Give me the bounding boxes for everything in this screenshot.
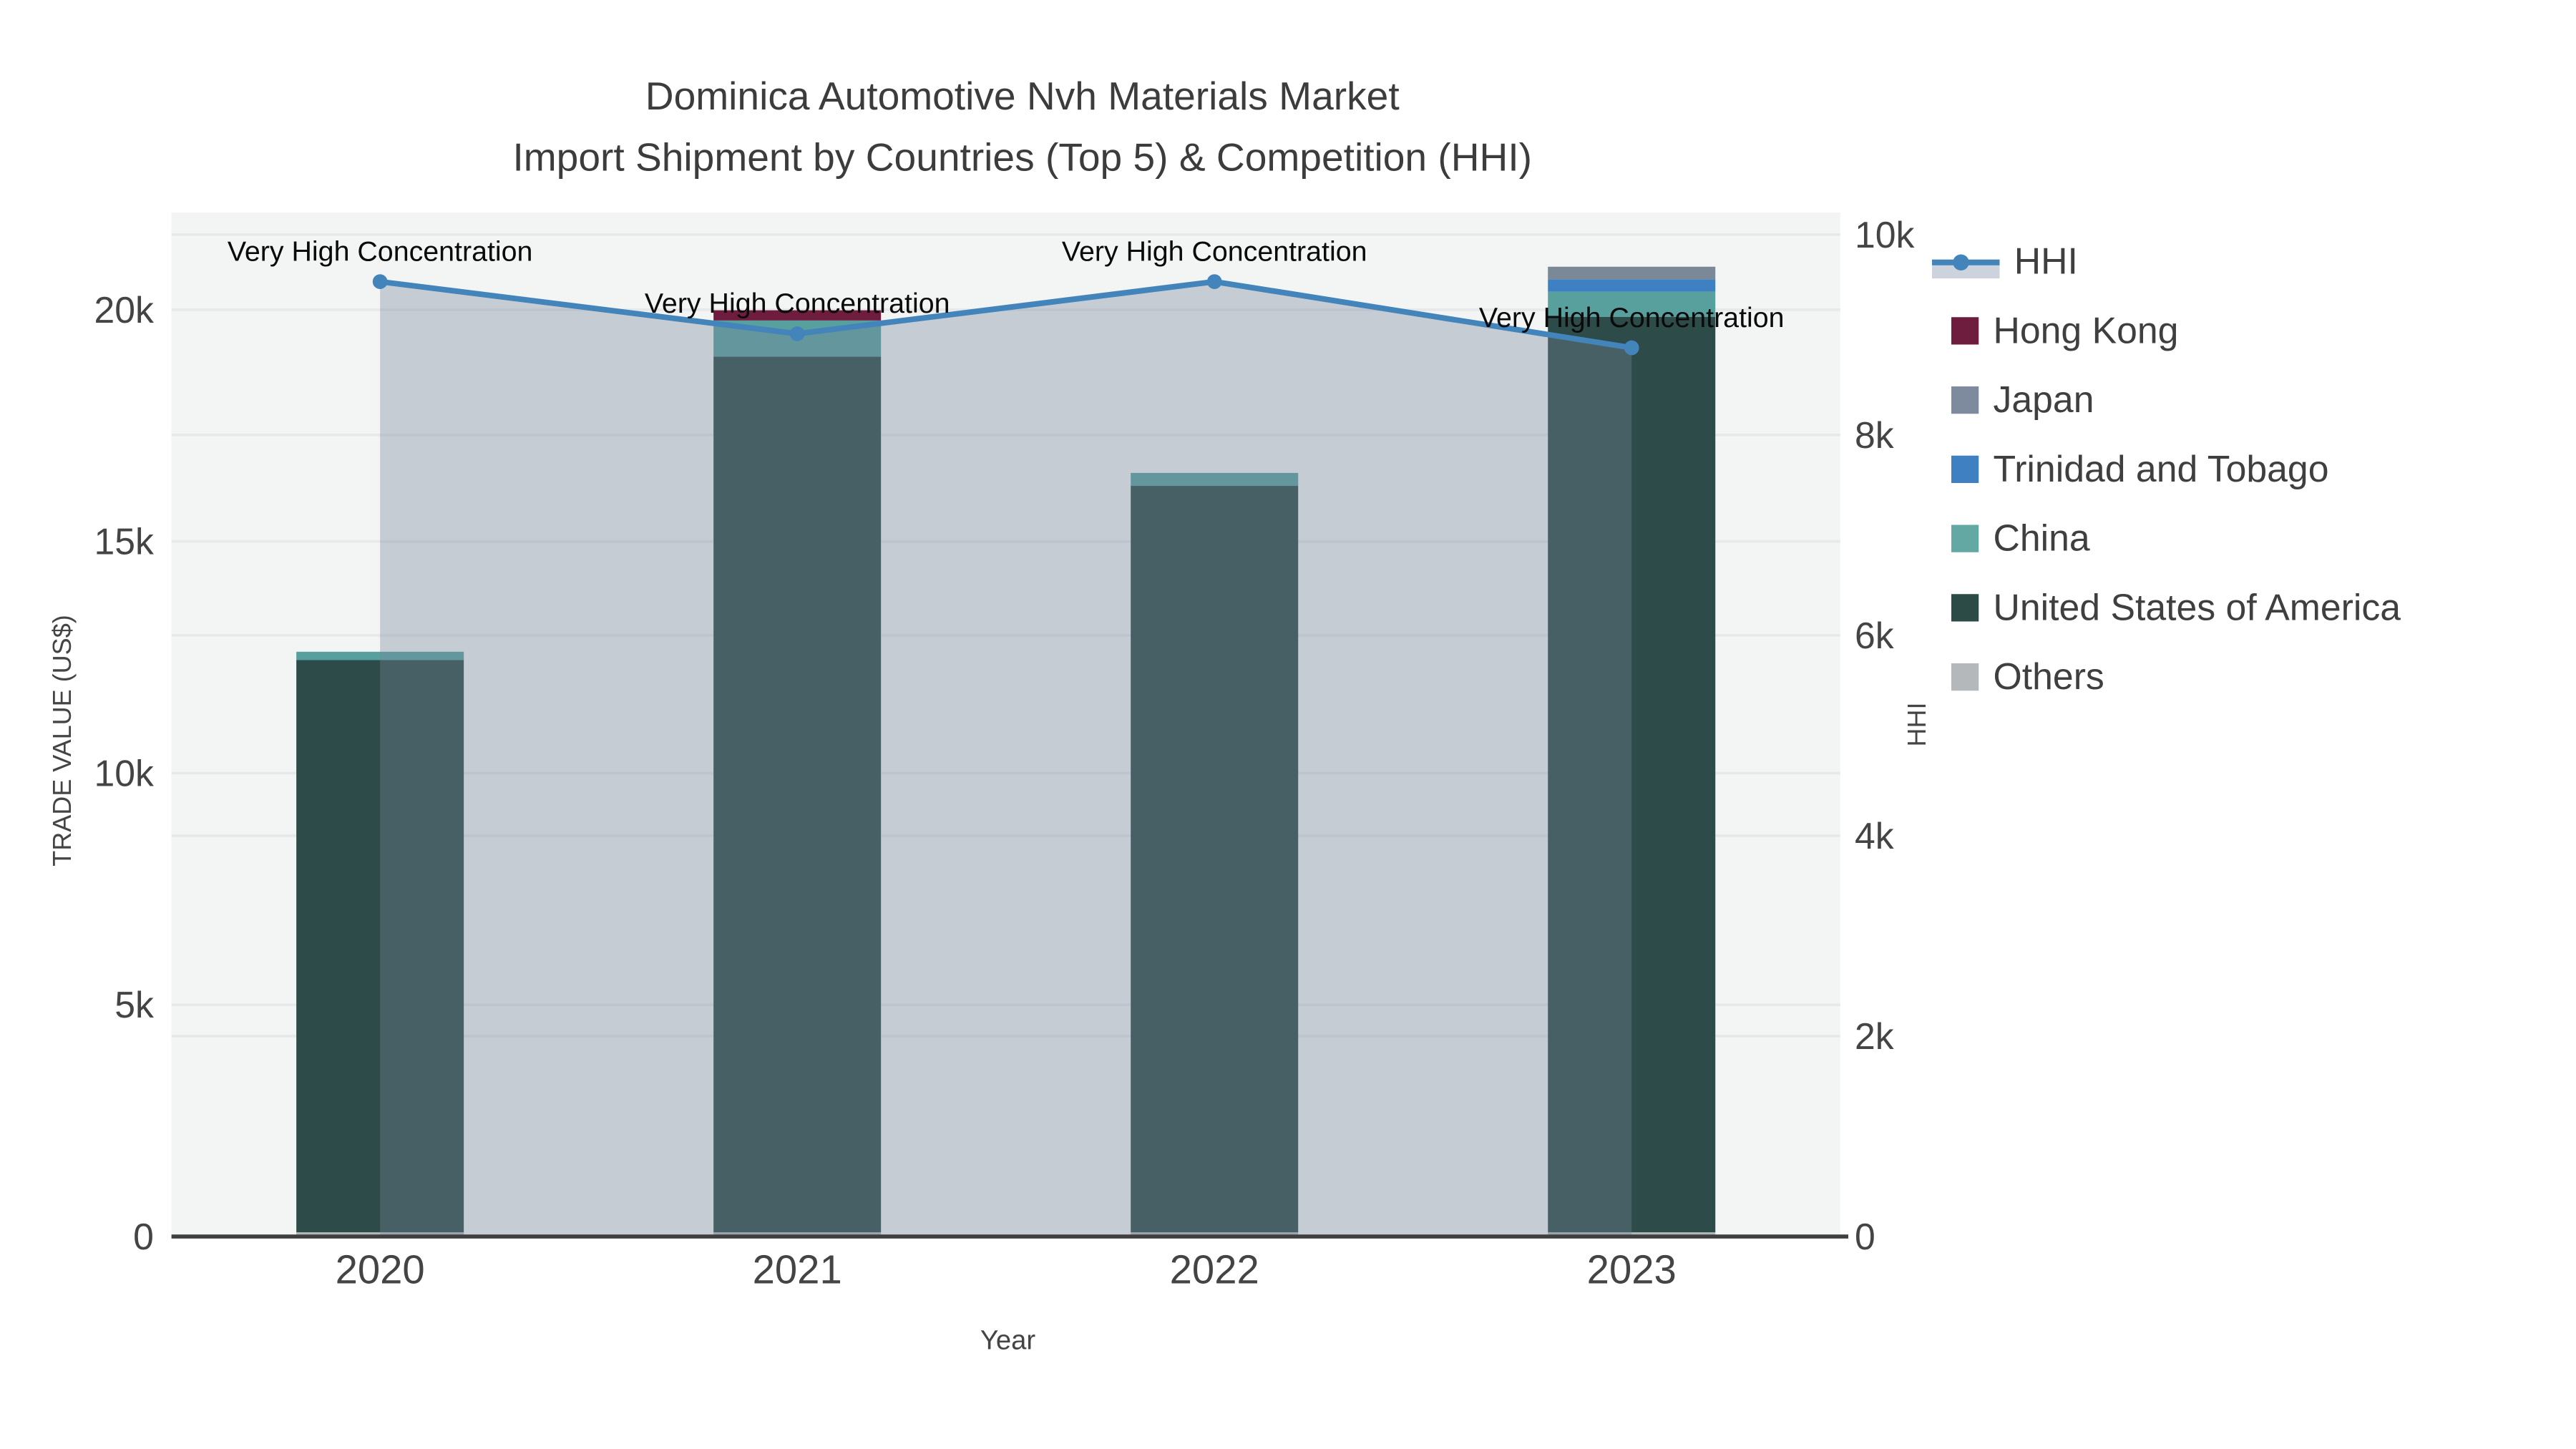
x-tick-2021: 2021: [753, 1246, 842, 1292]
y-left-tick-20k: 20k: [94, 289, 154, 331]
legend-label: Japan: [1993, 378, 2094, 421]
bar-segment-trinidad-and-tobago-2023[interactable]: [1548, 279, 1716, 292]
bar-segment-hong-kong-2021[interactable]: [713, 310, 882, 321]
chart-title-line1: Dominica Automotive Nvh Materials Market: [645, 75, 1400, 119]
annotation-2021: Very High Concentration: [645, 288, 950, 319]
legend-color-swatch-icon: [1951, 317, 1979, 345]
legend-item-united-states-of-america[interactable]: United States of America: [1932, 573, 2401, 643]
hhi-marker-2021[interactable]: [789, 326, 805, 341]
x-axis-title: Year: [980, 1325, 1036, 1356]
x-tick-2023: 2023: [1587, 1246, 1677, 1292]
legend-item-others[interactable]: Others: [1932, 643, 2401, 712]
hhi-marker-2022[interactable]: [1206, 274, 1222, 289]
y-left-tick-10k: 10k: [94, 752, 154, 794]
y-left-tick-0: 0: [133, 1216, 154, 1257]
legend-color-swatch-icon: [1951, 455, 1979, 483]
y-right-axis-title: HHI: [1902, 702, 1931, 746]
bar-segment-others-2021[interactable]: [713, 1232, 882, 1236]
y-right-tick-0: 0: [1855, 1216, 1875, 1257]
bar-segment-china-2023[interactable]: [1548, 291, 1716, 317]
hhi-marker-2020[interactable]: [372, 274, 388, 289]
legend-label: HHI: [2014, 240, 2078, 282]
legend-item-china[interactable]: China: [1932, 504, 2401, 573]
bar-segment-united-states-of-america-2023[interactable]: [1548, 316, 1716, 1233]
legend-label: Others: [1993, 655, 2104, 698]
x-tick-2022: 2022: [1170, 1246, 1259, 1292]
bar-segment-china-2022[interactable]: [1131, 472, 1299, 487]
legend-label: Trinidad and Tobago: [1993, 447, 2329, 490]
bar-segment-others-2023[interactable]: [1548, 1232, 1716, 1236]
bar-segment-others-2022[interactable]: [1131, 1232, 1299, 1236]
annotation-2023: Very High Concentration: [1479, 302, 1785, 333]
chart-title: Dominica Automotive Nvh Materials Market…: [0, 68, 2045, 190]
bar-segment-united-states-of-america-2020[interactable]: [296, 660, 464, 1233]
y-left-axis-title: TRADE VALUE (US$): [47, 615, 77, 866]
legend-item-hhi[interactable]: HHI: [1932, 227, 2401, 296]
hhi-line[interactable]: [379, 278, 1632, 351]
chart-legend: HHI Hong Kong Japan Trinidad and Tobago Chin…: [1932, 227, 2401, 711]
y-right-tick-8k: 8k: [1855, 414, 1894, 456]
bar-segment-united-states-of-america-2021[interactable]: [713, 356, 882, 1233]
bar-segment-united-states-of-america-2022[interactable]: [1131, 486, 1299, 1233]
legend-color-swatch-icon: [1951, 663, 1979, 691]
y-left-tick-5k: 5k: [114, 984, 154, 1025]
legend-label: China: [1993, 517, 2090, 559]
chart-title-line2: Import Shipment by Countries (Top 5) & C…: [512, 137, 1533, 180]
legend-label: United States of America: [1993, 586, 2401, 628]
legend-color-swatch-icon: [1951, 594, 1979, 622]
y-right-tick-6k: 6k: [1855, 615, 1894, 656]
x-tick-2020: 2020: [336, 1246, 425, 1292]
annotation-2020: Very High Concentration: [228, 235, 533, 267]
y-right-tick-4k: 4k: [1855, 815, 1894, 857]
legend-color-swatch-icon: [1951, 386, 1979, 414]
legend-item-trinidad-and-tobago[interactable]: Trinidad and Tobago: [1932, 435, 2401, 504]
y-left-tick-15k: 15k: [94, 521, 154, 562]
hhi-area-fill: [380, 281, 1632, 1236]
legend-label: Hong Kong: [1993, 309, 2179, 351]
legend-item-hong-kong[interactable]: Hong Kong: [1932, 296, 2401, 366]
legend-item-japan[interactable]: Japan: [1932, 366, 2401, 435]
legend-color-swatch-icon: [1951, 525, 1979, 552]
hhi-marker-2023[interactable]: [1624, 340, 1639, 356]
bar-segment-others-2020[interactable]: [296, 1232, 464, 1236]
bar-segment-china-2020[interactable]: [296, 651, 464, 660]
annotation-2022: Very High Concentration: [1062, 235, 1367, 267]
y-right-tick-10k: 10k: [1855, 214, 1915, 255]
legend-line-swatch-icon: [1932, 253, 2000, 278]
bar-segment-japan-2023[interactable]: [1548, 266, 1716, 280]
y-right-tick-2k: 2k: [1855, 1015, 1894, 1057]
